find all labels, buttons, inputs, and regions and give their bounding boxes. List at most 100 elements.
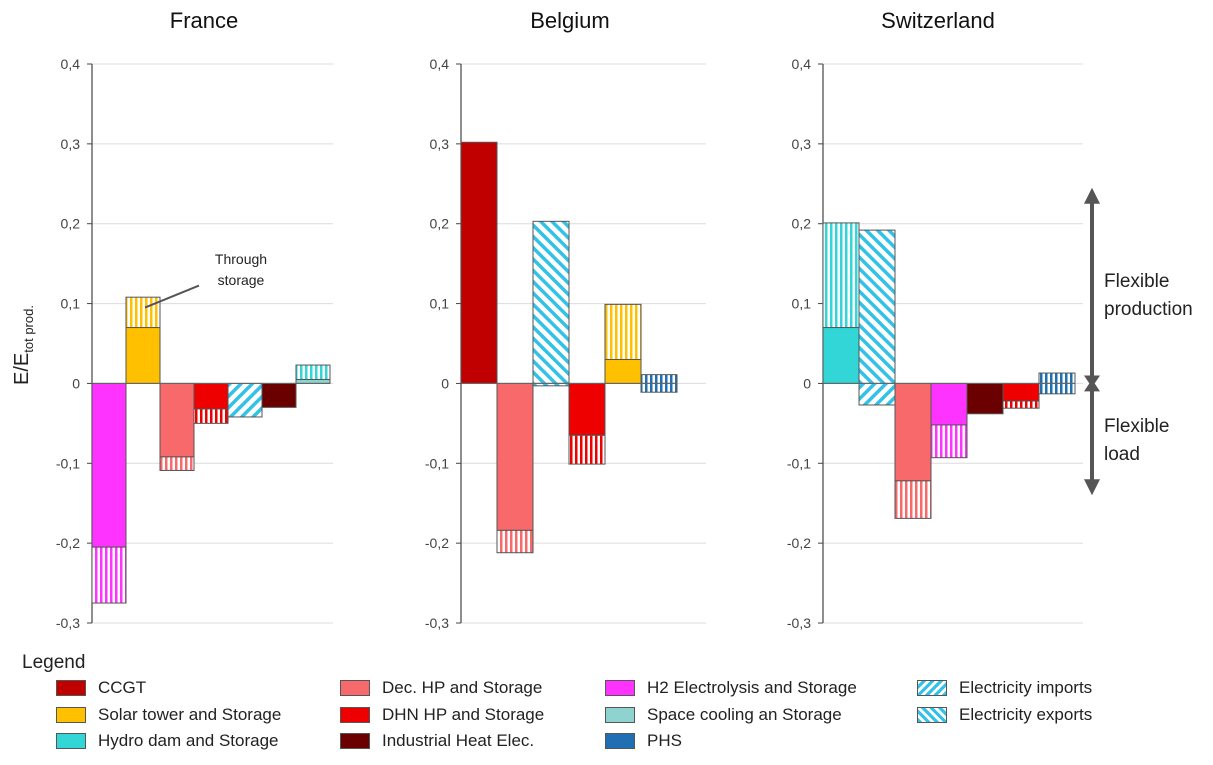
legend-swatch <box>605 733 635 749</box>
legend-item-cooling: Space cooling an Storage <box>605 705 842 725</box>
annotation-text: Through <box>215 251 267 267</box>
bar-solar <box>604 358 642 384</box>
bar-dechp <box>159 382 195 458</box>
legend-label: Electricity imports <box>959 678 1093 697</box>
annotation-flexible-production: Flexible <box>1104 271 1169 292</box>
legend-item-hydro: Hydro dam and Storage <box>56 731 279 751</box>
y-axis-label: E/Etot prod. <box>11 305 36 385</box>
bar-storage-dhnhp <box>193 408 229 424</box>
bar-cooling <box>295 378 331 384</box>
flexibility-arrow <box>1084 187 1100 496</box>
y-tick-label: 0,3 <box>430 136 450 152</box>
legend-label: H2 Electrolysis and Storage <box>647 678 857 697</box>
legend-item-phs: PHS <box>605 731 682 751</box>
y-tick-label: -0,1 <box>56 455 80 471</box>
legend-swatch <box>605 680 635 696</box>
annotation-leader <box>144 284 200 309</box>
bar-storage-dechp <box>159 456 195 471</box>
y-tick-label: 0,4 <box>792 56 812 72</box>
annotation-flexible-production: production <box>1104 299 1193 320</box>
legend-label: Hydro dam and Storage <box>98 731 279 750</box>
bar-ccgt <box>460 141 498 384</box>
annotation-text: storage <box>218 272 265 288</box>
bar-storage-h2 <box>930 424 968 459</box>
y-tick-label: -0,1 <box>787 455 811 471</box>
bar-storage-dechp <box>894 480 932 519</box>
bar-dechp <box>496 382 534 531</box>
bar-dhnhp <box>193 382 229 410</box>
panel-title: Belgium <box>530 8 609 33</box>
legend-label: Solar tower and Storage <box>98 705 282 724</box>
panel-belgium: Belgium 0,4 0,3 0,2 0,1 0 -0,1 -0,2 -0,3 <box>425 8 706 631</box>
y-tick-label: -0,2 <box>56 535 80 551</box>
bar-indheat <box>966 382 1004 415</box>
legend-item-dechp: Dec. HP and Storage <box>340 678 542 698</box>
legend-label: Electricity exports <box>959 705 1093 724</box>
legend-item-solar: Solar tower and Storage <box>56 705 281 725</box>
bar-imports <box>532 220 570 384</box>
y-tick-label: -0,2 <box>425 535 449 551</box>
y-tick-label: 0,4 <box>61 56 81 72</box>
bar-storage-solar <box>125 296 161 329</box>
bar-hydro <box>822 327 860 384</box>
y-tick-label: 0 <box>72 375 80 391</box>
legend-swatch <box>56 733 86 749</box>
bar-indheat <box>261 382 297 408</box>
y-tick-label: -0,3 <box>787 615 811 631</box>
legend-swatch <box>340 707 370 723</box>
y-tick-label: 0,2 <box>792 216 812 232</box>
legend-swatch <box>340 680 370 696</box>
bar-storage-dechp <box>496 529 534 554</box>
legend-swatch <box>56 680 86 696</box>
bar-h2 <box>91 382 127 548</box>
y-tick-label: -0,3 <box>56 615 80 631</box>
y-tick-label: -0,2 <box>787 535 811 551</box>
bar-solar <box>125 327 161 384</box>
bar-negative-phs <box>1038 382 1076 395</box>
production-arrow-head <box>1084 187 1100 204</box>
bar-storage-h2 <box>91 546 127 604</box>
load-arrow-head <box>1084 479 1100 496</box>
legend-title: Legend <box>22 652 86 673</box>
annotation-flexible-load: load <box>1104 444 1140 465</box>
bar-storage-cooling <box>295 364 331 380</box>
bar-storage-solar <box>604 303 642 360</box>
bar-exports <box>227 382 263 418</box>
legend-item-h2: H2 Electrolysis and Storage <box>605 678 857 698</box>
bar-phs <box>1038 372 1076 384</box>
y-tick-label: 0 <box>803 375 811 391</box>
legend-label: PHS <box>647 731 682 750</box>
y-tick-label: -0,1 <box>425 455 449 471</box>
legend-label: Industrial Heat Elec. <box>382 731 535 750</box>
bar-phs <box>640 374 678 384</box>
legend-item-dhnhp: DHN HP and Storage <box>340 705 544 725</box>
legend-item-exports: Electricity exports <box>917 705 1092 725</box>
panel-title: Switzerland <box>881 8 995 33</box>
bar-imports <box>858 229 896 384</box>
legend-label: DHN HP and Storage <box>382 705 545 724</box>
legend-label: CCGT <box>98 678 147 697</box>
bar-negative-phs <box>640 382 678 393</box>
bar-storage-hydro <box>822 222 860 329</box>
panel-title: France <box>170 8 238 33</box>
annotation-flexible-load: Flexible <box>1104 416 1169 437</box>
legend-item-imports: Electricity imports <box>917 678 1092 698</box>
bar-dhnhp <box>568 382 606 436</box>
panel-switzerland: Switzerland 0,4 0,3 0,2 0,1 0 -0,1 -0,2 -0,3 <box>787 8 1083 631</box>
y-tick-label: 0,1 <box>792 296 812 312</box>
legend: Legend CCGT Solar tower and Storage Hydro … <box>22 652 1202 762</box>
legend-swatch <box>605 707 635 723</box>
flexibility-bar-chart: E/Etot prod. France 0,4 0,3 0,2 0,1 0 -0,1 -0,2 -… <box>11 8 1193 631</box>
legend-label: Dec. HP and Storage <box>382 678 543 697</box>
legend-swatch <box>917 707 947 723</box>
bar-negative-exports <box>858 382 896 406</box>
legend-swatch <box>917 680 947 696</box>
y-tick-label: 0,4 <box>430 56 450 72</box>
load-arrow-tail <box>1084 379 1100 392</box>
bar-h2 <box>930 382 968 426</box>
legend-swatch <box>340 733 370 749</box>
bar-dechp <box>894 382 932 482</box>
panel-france: France 0,4 0,3 0,2 0,1 0 -0,1 -0,2 -0,3 Through st… <box>56 8 333 631</box>
bar-storage-dhnhp <box>1002 400 1040 409</box>
y-tick-label: -0,3 <box>425 615 449 631</box>
